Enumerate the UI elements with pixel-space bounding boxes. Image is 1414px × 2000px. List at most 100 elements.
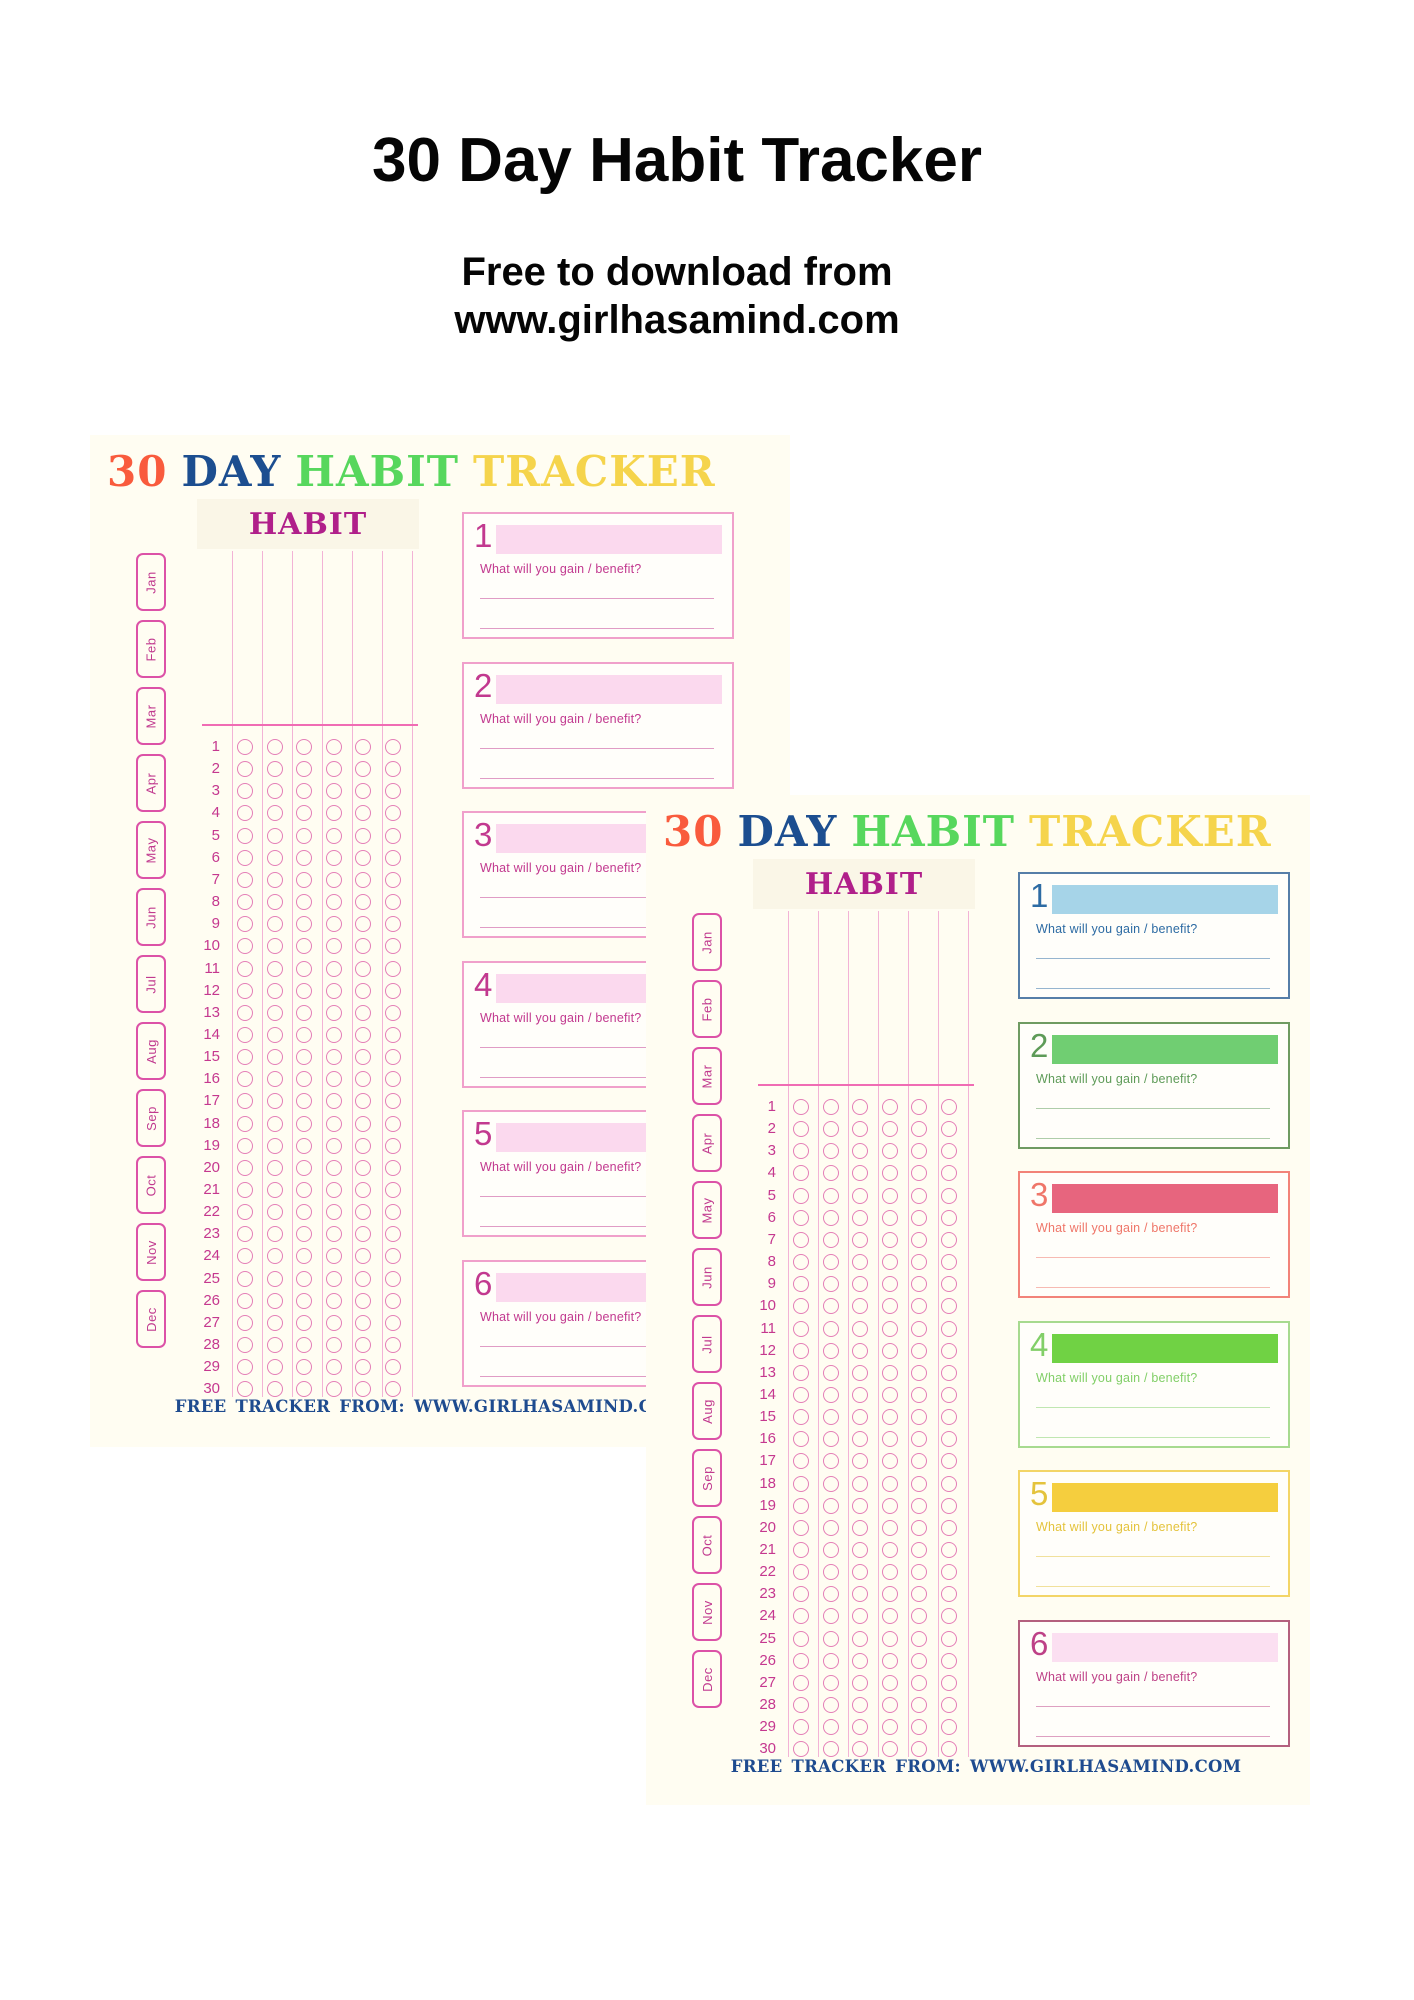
habit-day-circle [793, 1409, 809, 1426]
habit-day-circle [852, 1497, 869, 1514]
habit-day-circle [355, 761, 372, 778]
habit-day-circle [793, 1209, 809, 1226]
habit-day-circle [237, 916, 253, 933]
habit-day-circle [911, 1608, 928, 1625]
habit-day-circle [822, 1342, 839, 1359]
habit-day-circle [325, 1049, 342, 1066]
habit-day-circle [296, 1137, 313, 1154]
benefit-writing-line [480, 747, 714, 749]
habit-day-circle [881, 1276, 898, 1293]
habit-day-circle [355, 871, 372, 888]
habit-day-circle [852, 1165, 869, 1182]
habit-column-line [292, 551, 293, 1397]
habit-day-circle [881, 1608, 898, 1625]
day-number: 2 [211, 760, 220, 778]
benefit-prompt-label: What will you gain / benefit? [1036, 1370, 1198, 1385]
habit-day-circle [237, 1159, 253, 1176]
month-tab-jul: Jul [136, 955, 166, 1013]
benefit-prompt-label: What will you gain / benefit? [480, 562, 642, 576]
month-tab-label: Feb [143, 637, 159, 661]
habit-day-circle [852, 1209, 869, 1226]
habit-entry-box-1: 1 What will you gain / benefit? [1018, 872, 1290, 999]
habit-day-circle [852, 1409, 869, 1426]
habit-day-circle [266, 1159, 283, 1176]
day-number: 7 [211, 870, 220, 888]
habit-day-circle [237, 894, 253, 911]
habit-day-circle [325, 1115, 342, 1132]
day-number: 15 [759, 1408, 776, 1426]
habit-day-circle [941, 1320, 957, 1337]
month-tab-label: Dec [699, 1666, 715, 1692]
habit-name-field [1052, 1184, 1278, 1213]
benefit-writing-line [480, 777, 714, 779]
habit-day-circle [941, 1231, 957, 1248]
habit-day-circle [385, 894, 401, 911]
habit-column-line [908, 911, 909, 1757]
month-tab-label: Jul [143, 974, 159, 994]
habit-entry-box-6: 6 What will you gain / benefit? [1018, 1619, 1290, 1747]
habit-day-circle [266, 1226, 283, 1243]
day-number: 14 [203, 1025, 220, 1043]
habit-entry-box-1: 1 What will you gain / benefit? [462, 512, 734, 639]
habit-day-circle [237, 960, 253, 977]
habit-day-circle [822, 1674, 839, 1691]
benefit-prompt-label: What will you gain / benefit? [1036, 1520, 1198, 1534]
day-number: 24 [759, 1607, 776, 1625]
month-tab-dec: Dec [136, 1290, 166, 1348]
habit-day-circle [325, 1204, 342, 1221]
habit-day-circle [852, 1187, 869, 1204]
habit-entry-box-3: 3 What will you gain / benefit? [1018, 1171, 1290, 1298]
habit-day-circle [911, 1276, 928, 1293]
habit-day-circle [911, 1121, 928, 1138]
habit-day-circle [852, 1364, 869, 1381]
habit-day-circle [941, 1697, 957, 1714]
habit-day-circle [325, 1248, 342, 1265]
day-number: 18 [759, 1474, 776, 1492]
habit-day-circle [237, 1337, 253, 1354]
habit-day-circle [385, 1359, 401, 1376]
habit-day-circle [941, 1364, 957, 1381]
habit-day-circle [296, 1159, 313, 1176]
habit-day-circle [822, 1630, 839, 1647]
habit-day-circle [385, 1004, 401, 1021]
habit-day-circle [822, 1231, 839, 1248]
habit-day-circle [385, 783, 401, 800]
habit-day-circle [911, 1254, 928, 1271]
habit-day-circle [296, 916, 313, 933]
benefit-writing-line [1036, 1137, 1270, 1139]
habit-day-circle [822, 1298, 839, 1315]
page-subtitle-line-2: www.girlhasamind.com [454, 298, 900, 342]
habit-day-circle [355, 849, 372, 866]
month-tab-mar: Mar [692, 1047, 722, 1105]
habit-day-circle [822, 1143, 839, 1160]
habit-day-circle [852, 1586, 869, 1603]
day-number: 27 [203, 1313, 220, 1331]
day-number: 4 [211, 804, 220, 822]
benefit-writing-line [480, 1345, 714, 1347]
habit-day-circle [793, 1475, 809, 1492]
month-tab-label: Jan [143, 570, 159, 594]
habit-day-circle [296, 761, 313, 778]
habit-day-circle [793, 1497, 809, 1514]
habit-day-circle [296, 1182, 313, 1198]
month-tab-may: May [136, 821, 166, 879]
habit-day-circle [822, 1276, 839, 1293]
habit-day-circle [237, 1270, 253, 1287]
habit-day-circle [911, 1719, 928, 1736]
sheet-title-word-day: DAY [181, 447, 282, 496]
habit-day-circle [793, 1386, 809, 1403]
sheet-title-word-tracker: TRACKER [1029, 807, 1272, 856]
habit-day-circle [385, 938, 401, 955]
month-tab-jan: Jan [692, 913, 722, 971]
habit-day-circle [296, 871, 313, 888]
habit-day-circle [266, 1292, 283, 1309]
habit-day-circle [793, 1231, 809, 1248]
habit-day-circle [385, 805, 401, 822]
habit-day-circle [852, 1386, 869, 1403]
habit-day-circle [296, 849, 313, 866]
habit-day-circle [793, 1674, 809, 1691]
habit-day-circle [266, 739, 283, 755]
habit-day-circle [852, 1254, 869, 1271]
habit-day-circle [385, 739, 401, 755]
habit-day-circle [355, 1226, 372, 1243]
